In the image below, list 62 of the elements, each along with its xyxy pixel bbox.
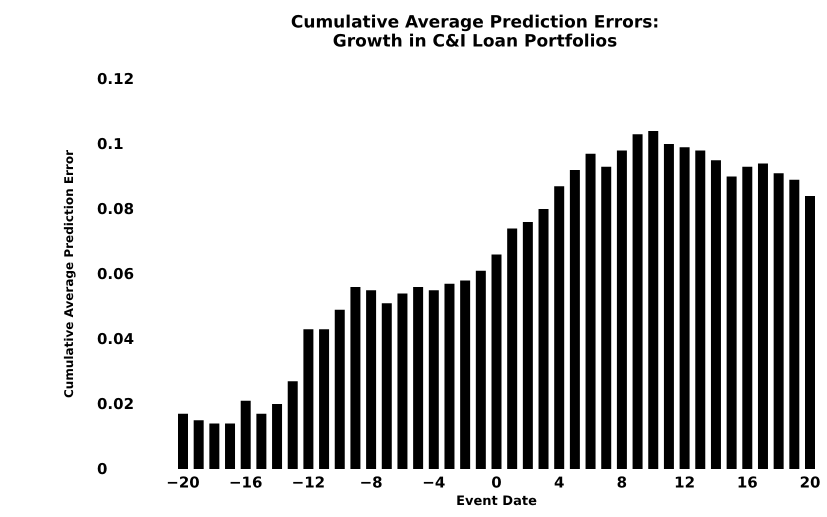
x-tick-label: 8 xyxy=(616,474,628,492)
y-tick-label: 0.04 xyxy=(97,330,134,348)
bar xyxy=(209,424,220,469)
bar xyxy=(805,196,815,469)
y-tick-label: 0 xyxy=(97,460,108,478)
bar xyxy=(774,173,784,469)
bar xyxy=(225,424,236,469)
bar xyxy=(460,280,470,469)
x-tick-label: 12 xyxy=(674,474,696,492)
x-tick-label: −16 xyxy=(228,474,262,492)
bar xyxy=(288,381,298,469)
bar xyxy=(522,222,533,469)
bar xyxy=(648,131,658,469)
y-tick-label: 0.1 xyxy=(97,135,124,153)
bar xyxy=(272,404,282,469)
bar xyxy=(789,180,800,469)
bar xyxy=(586,154,596,469)
bar xyxy=(601,166,612,469)
y-tick-label: 0.12 xyxy=(97,70,134,88)
bar xyxy=(758,164,768,469)
x-tick-label: −8 xyxy=(360,474,383,492)
bar xyxy=(334,310,345,469)
bar xyxy=(428,290,439,469)
bar xyxy=(444,284,454,469)
chart-title: Cumulative Average Prediction Errors: Growth in C&I Loan Portfolios xyxy=(290,12,660,52)
bar xyxy=(256,414,266,469)
y-axis-title: Cumulative Average Prediction Error xyxy=(62,150,76,398)
bar xyxy=(382,303,392,469)
y-tick-label: 0.02 xyxy=(97,395,134,413)
x-tick-label: −12 xyxy=(292,474,326,492)
bar xyxy=(350,287,360,469)
x-tick-label: 0 xyxy=(491,474,502,492)
bar xyxy=(507,228,518,469)
bar xyxy=(632,134,643,469)
bar xyxy=(413,287,424,469)
bar xyxy=(178,414,188,469)
x-tick-label: −20 xyxy=(166,474,200,492)
bar xyxy=(742,166,752,469)
bar xyxy=(570,170,580,469)
x-tick-label: −4 xyxy=(422,474,446,492)
bar xyxy=(476,270,486,469)
bar xyxy=(492,254,502,469)
bar xyxy=(726,176,737,469)
bar xyxy=(240,400,251,469)
bar xyxy=(319,329,330,469)
bar xyxy=(303,329,314,469)
x-tick-label: 20 xyxy=(800,474,820,492)
bar xyxy=(538,209,549,469)
bar xyxy=(616,150,627,469)
x-tick-label: 4 xyxy=(554,474,564,492)
bar xyxy=(680,147,690,469)
x-tick-label: 16 xyxy=(736,474,758,492)
bar xyxy=(366,290,376,469)
bar xyxy=(695,150,706,469)
bar xyxy=(664,144,674,469)
bar xyxy=(710,160,721,469)
bar xyxy=(397,294,408,469)
bar xyxy=(554,186,564,469)
bar xyxy=(194,420,204,469)
y-tick-label: 0.08 xyxy=(97,200,134,218)
x-axis-title: Event Date xyxy=(456,494,538,509)
y-tick-label: 0.06 xyxy=(97,265,134,283)
